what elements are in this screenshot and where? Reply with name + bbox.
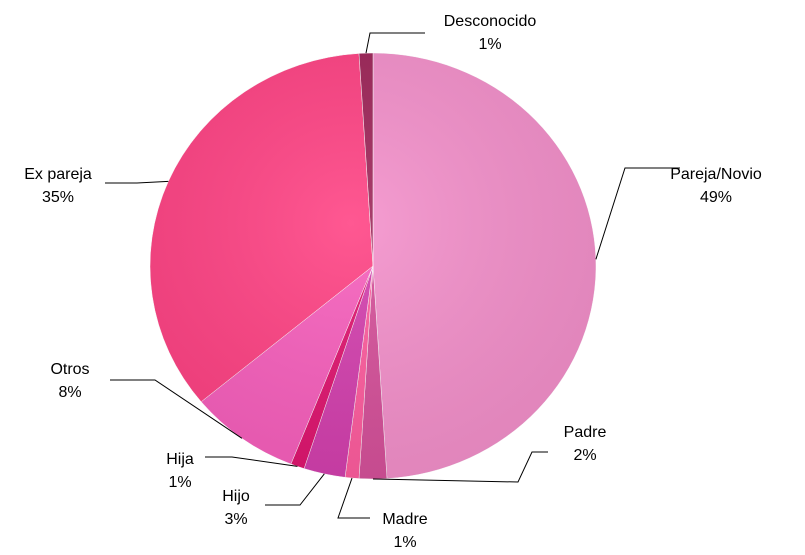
slice-value-label: 1% bbox=[478, 36, 501, 53]
slice-value-label: 2% bbox=[573, 447, 596, 464]
slice-label: Ex pareja bbox=[24, 166, 92, 183]
slice-label: Desconocido bbox=[444, 13, 537, 30]
slice-value-label: 1% bbox=[393, 534, 416, 550]
slice-value-label: 3% bbox=[224, 511, 247, 528]
leader-line bbox=[595, 167, 680, 260]
leader-line bbox=[105, 180, 169, 184]
slice-label: Pareja/Novio bbox=[670, 166, 762, 183]
leader-line bbox=[265, 473, 325, 506]
slice-label: Padre bbox=[564, 424, 607, 441]
slice-value-label: 8% bbox=[58, 384, 81, 401]
slice-label: Otros bbox=[50, 361, 89, 378]
slice-label: Hijo bbox=[222, 488, 250, 505]
pie-slice bbox=[372, 52, 597, 479]
slice-label: Hija bbox=[166, 451, 194, 468]
leader-line bbox=[365, 32, 425, 54]
slice-label: Madre bbox=[382, 511, 427, 528]
slice-value-label: 35% bbox=[42, 189, 74, 206]
slice-value-label: 1% bbox=[168, 474, 191, 491]
leader-line bbox=[337, 477, 370, 519]
slice-value-label: 49% bbox=[700, 189, 732, 206]
